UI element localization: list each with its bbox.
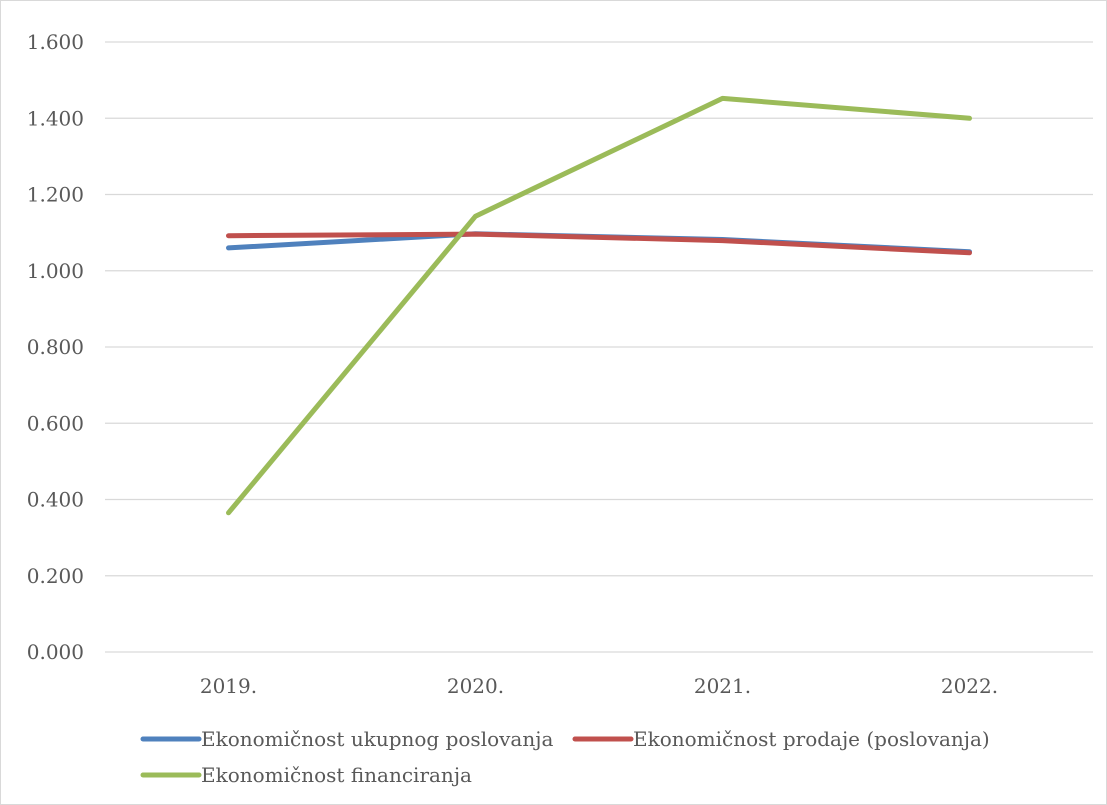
legend-label: Ekonomičnost ukupnog poslovanja <box>201 727 553 751</box>
legend-item: Ekonomičnost prodaje (poslovanja) <box>572 727 990 751</box>
legend: Ekonomičnost ukupnog poslovanja Ekonomičn… <box>140 727 990 787</box>
y-tick-label: 1.600 <box>27 30 84 54</box>
y-axis-ticks: 0.000 0.200 0.400 0.600 0.800 1.000 1.200 1.400… <box>27 30 84 664</box>
y-tick-label: 0.800 <box>27 335 84 359</box>
series-lines <box>226 95 972 516</box>
grid-lines <box>105 41 1093 653</box>
y-tick-label: 0.600 <box>27 411 84 435</box>
legend-label: Ekonomičnost prodaje (poslovanja) <box>633 727 990 751</box>
y-tick-label: 1.400 <box>27 106 84 130</box>
x-axis-ticks: 2019. 2020. 2021. 2022. <box>200 674 998 698</box>
legend-item: Ekonomičnost ukupnog poslovanja <box>140 727 553 751</box>
x-tick-label: 2022. <box>941 674 998 698</box>
y-tick-label: 0.000 <box>27 640 84 664</box>
series-line-3 <box>226 95 972 516</box>
x-tick-label: 2020. <box>447 674 504 698</box>
legend-label: Ekonomičnost financiranja <box>201 763 472 787</box>
legend-item: Ekonomičnost financiranja <box>140 763 472 787</box>
y-tick-label: 1.200 <box>27 183 84 207</box>
y-tick-label: 0.400 <box>27 488 84 512</box>
x-tick-label: 2019. <box>200 674 257 698</box>
series-line-2 <box>226 231 972 256</box>
x-tick-label: 2021. <box>694 674 751 698</box>
y-tick-label: 1.000 <box>27 259 84 283</box>
y-tick-label: 0.200 <box>27 564 84 588</box>
